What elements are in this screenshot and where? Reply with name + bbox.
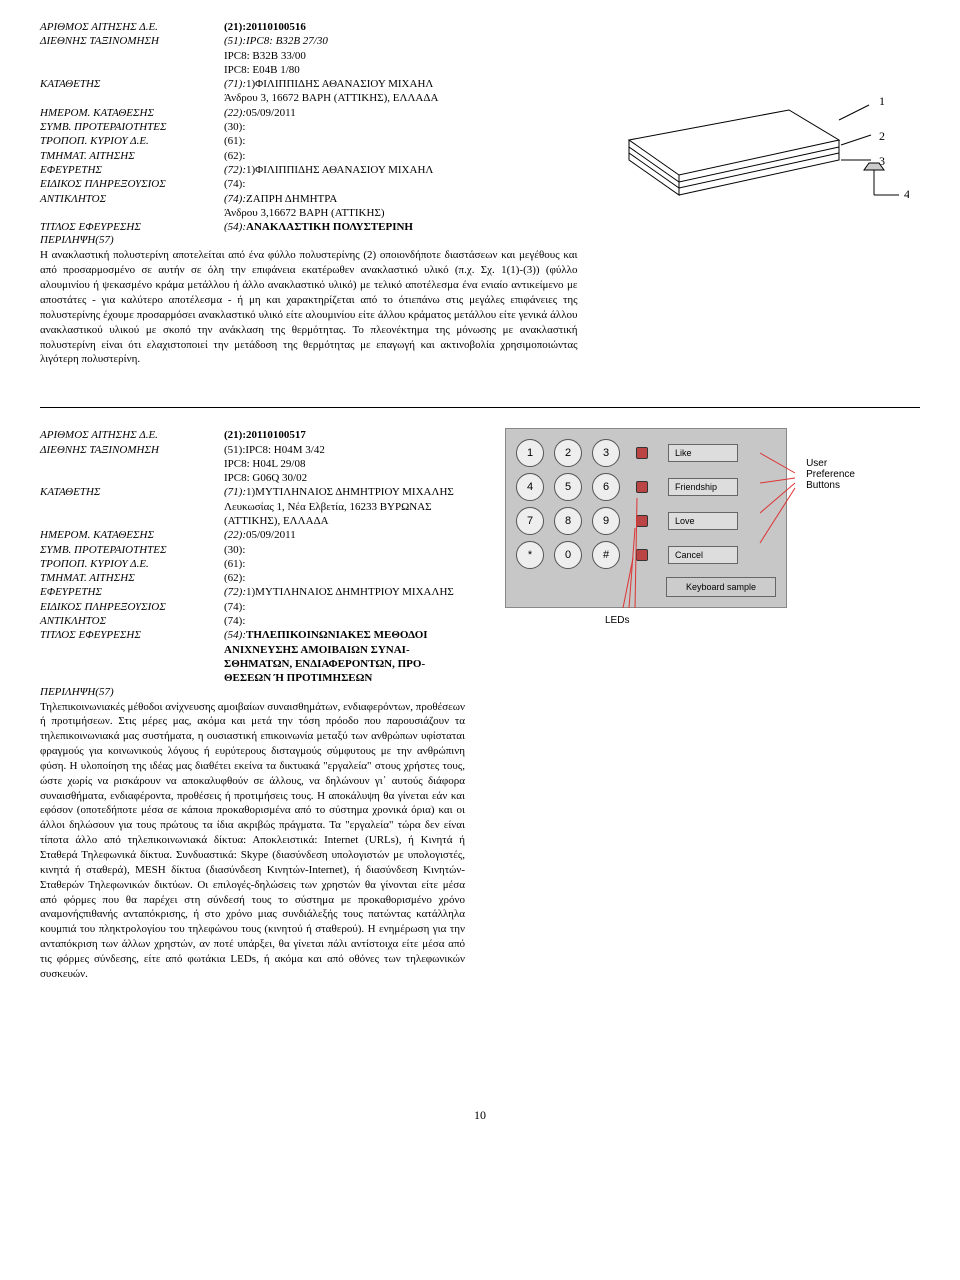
leds-annot: LEDs (605, 615, 629, 626)
val-div: (62): (224, 149, 438, 163)
label-mod: ΤΡΟΠΟΠ. ΚΥΡΙΟΥ Δ.Ε. (40, 134, 224, 148)
val2-applicant: (71):1)ΜΥΤΙΛΗΝΑΙΟΣ ΔΗΜΗΤΡΙΟΥ ΜΙΧΑΛΗΣ (224, 485, 465, 499)
patent-entry-1: ΑΡΙΘΜΟΣ ΑΙΤΗΣΗΣ Δ.Ε.(21):20110100516 ΔΙΕ… (40, 20, 920, 367)
led-4 (636, 549, 648, 561)
upb-l2: Preference (806, 469, 855, 480)
abstract-1: Η ανακλαστική πολυστερίνη αποτελείται απ… (40, 248, 578, 367)
label-date: ΗΜΕΡΟΜ. ΚΑΤΑΘΕΣΗΣ (40, 106, 224, 120)
label-applicant: ΚΑΤΑΘΕΤΗΣ (40, 77, 224, 91)
key-7: 7 (516, 507, 544, 535)
keypad-grid: 1 2 3 Like 4 5 6 Friendship 7 8 9 Love *… (516, 439, 776, 569)
label2-intl: ΔΙΕΘΝΗΣ ΤΑΞΙΝΟΜΗΣΗ (40, 443, 224, 457)
label2-app-num: ΑΡΙΘΜΟΣ ΑΙΤΗΣΗΣ Δ.Ε. (40, 428, 224, 442)
label-div: ΤΜΗΜΑΤ. ΑΙΤΗΣΗΣ (40, 149, 224, 163)
key-8: 8 (554, 507, 582, 535)
key-1: 1 (516, 439, 544, 467)
label2-mod: ΤΡΟΠΟΠ. ΚΥΡΙΟΥ Δ.Ε. (40, 557, 224, 571)
pref-friendship: Friendship (668, 478, 738, 496)
key-star: * (516, 541, 544, 569)
val2-applicant-addr: Λευκωσίας 1, Νέα Ελβετία, 16233 ΒΥΡΩΝΑΣ … (224, 500, 465, 529)
val-attorney: (74): (224, 177, 438, 191)
entry1-fields: ΑΡΙΘΜΟΣ ΑΙΤΗΣΗΣ Δ.Ε.(21):20110100516 ΔΙΕ… (40, 20, 438, 234)
label2-abstract: ΠΕΡΙΛΗΨΗ(57) (40, 686, 465, 698)
val2-app-num: (21):20110100517 (224, 428, 465, 442)
val-priority: (30): (224, 120, 438, 134)
upb-l1: User (806, 458, 827, 469)
entry1-figure: 1 2 3 4 (598, 20, 921, 367)
fig1-label-1: 1 (879, 94, 885, 108)
label2-date: ΗΜΕΡΟΜ. ΚΑΤΑΘΕΣΗΣ (40, 528, 224, 542)
label2-attorney: ΕΙΔΙΚΟΣ ΠΛΗΡΕΞΟΥΣΙΟΣ (40, 600, 224, 614)
val2-priority: (30): (224, 543, 465, 557)
keypad-panel: 1 2 3 Like 4 5 6 Friendship 7 8 9 Love *… (505, 428, 787, 608)
key-0: 0 (554, 541, 582, 569)
led-2 (636, 481, 648, 493)
label-inventor: ΕΦΕΥΡΕΤΗΣ (40, 163, 224, 177)
val-date: (22):05/09/2011 (224, 106, 438, 120)
val2-div: (62): (224, 571, 465, 585)
val2-title: (54):ΤΗΛΕΠΙΚΟΙΝΩΝΙΑΚΕΣ ΜΕΘΟΔΟΙ ΑΝΙΧΝΕΥΣΗ… (224, 628, 465, 685)
label2-priority: ΣΥΜΒ. ΠΡΟΤΕΡΑΙΟΤΗΤΕΣ (40, 543, 224, 557)
val-mod: (61): (224, 134, 438, 148)
abstract-2: Τηλεπικοινωνιακές μέθοδοι ανίχνευσης αμο… (40, 700, 465, 982)
val2-inventor: (72):1)ΜΥΤΙΛΗΝΑΙΟΣ ΔΗΜΗΤΡΙΟΥ ΜΙΧΑΛΗΣ (224, 585, 465, 599)
led-1 (636, 447, 648, 459)
val-app-num: (21):20110100516 (224, 20, 438, 34)
patent-entry-2: ΑΡΙΘΜΟΣ ΑΙΤΗΣΗΣ Δ.Ε.(21):20110100517 ΔΙΕ… (40, 428, 920, 1068)
entry1-text: ΑΡΙΘΜΟΣ ΑΙΤΗΣΗΣ Δ.Ε.(21):20110100516 ΔΙΕ… (40, 20, 578, 367)
pref-love: Love (668, 512, 738, 530)
key-9: 9 (592, 507, 620, 535)
key-6: 6 (592, 473, 620, 501)
val-applicant: (71):1)ΦΙΛΙΠΠΙΔΗΣ ΑΘΑΝΑΣΙΟΥ ΜΙΧΑΗΛ (224, 77, 438, 91)
fig1-label-2: 2 (879, 129, 885, 143)
key-2: 2 (554, 439, 582, 467)
val-applicant-addr: Άνδρου 3, 16672 ΒΑΡΗ (ΑΤΤΙΚΗΣ), ΕΛΛΑΔΑ (224, 91, 438, 105)
val2-agent: (74): (224, 614, 465, 628)
keyboard-sample-label: Keyboard sample (666, 577, 776, 597)
key-4: 4 (516, 473, 544, 501)
label-abstract: ΠΕΡΙΛΗΨΗ(57) (40, 234, 224, 246)
label-app-num: ΑΡΙΘΜΟΣ ΑΙΤΗΣΗΣ Δ.Ε. (40, 20, 224, 34)
val2-attorney: (74): (224, 600, 465, 614)
led-3 (636, 515, 648, 527)
val-intl2: IPC8: B32B 33/00 (224, 49, 438, 63)
key-hash: # (592, 541, 620, 569)
val-inventor: (72):1)ΦΙΛΙΠΠΙΔΗΣ ΑΘΑΝΑΣΙΟΥ ΜΙΧΑΗΛ (224, 163, 438, 177)
key-3: 3 (592, 439, 620, 467)
label2-agent: ΑΝΤΙΚΛΗΤΟΣ (40, 614, 224, 628)
fig1-label-3: 3 (879, 154, 885, 168)
val2-date: (22):05/09/2011 (224, 528, 465, 542)
val-agent-addr: Άνδρου 3,16672 ΒΑΡΗ (ΑΤΤΙΚΗΣ) (224, 206, 438, 220)
fig1-label-4: 4 (904, 187, 909, 201)
entry2-fields: ΑΡΙΘΜΟΣ ΑΙΤΗΣΗΣ Δ.Ε.(21):20110100517 ΔΙΕ… (40, 428, 465, 685)
val-title: (54):ΑΝΑΚΛΑΣΤΙΚΗ ΠΟΛΥΣΤΕΡΙΝΗ (224, 220, 438, 234)
val2-intl1: (51):IPC8: H04M 3/42 (224, 443, 465, 457)
label-agent: ΑΝΤΙΚΛΗΤΟΣ (40, 192, 224, 206)
val-agent: (74):ΖΑΠΡΗ ΔΗΜΗΤΡΑ (224, 192, 438, 206)
upb-annot: User Preference Buttons (806, 458, 855, 491)
keypad-figure: 1 2 3 Like 4 5 6 Friendship 7 8 9 Love *… (495, 428, 825, 608)
val2-mod: (61): (224, 557, 465, 571)
label-priority: ΣΥΜΒ. ΠΡΟΤΕΡΑΙΟΤΗΤΕΣ (40, 120, 224, 134)
pref-cancel: Cancel (668, 546, 738, 564)
val2-intl3: IPC8: G06Q 30/02 (224, 471, 465, 485)
label2-applicant: ΚΑΤΑΘΕΤΗΣ (40, 485, 224, 499)
val-intl3: IPC8: E04B 1/80 (224, 63, 438, 77)
key-5: 5 (554, 473, 582, 501)
pref-like: Like (668, 444, 738, 462)
label-title: ΤΙΤΛΟΣ ΕΦΕΥΡΕΣΗΣ (40, 220, 224, 234)
label-intl-class: ΔΙΕΘΝΗΣ ΤΑΞΙΝΟΜΗΣΗ (40, 34, 224, 48)
upb-l3: Buttons (806, 480, 840, 491)
val-intl1: (51):IPC8: B32B 27/30 (224, 35, 328, 47)
label2-inventor: ΕΦΕΥΡΕΤΗΣ (40, 585, 224, 599)
label-attorney: ΕΙΔΙΚΟΣ ΠΛΗΡΕΞΟΥΣΙΟΣ (40, 177, 224, 191)
polystyrene-board-figure: 1 2 3 4 (609, 20, 909, 220)
page-number: 10 (40, 1108, 920, 1123)
val2-intl2: IPC8: H04L 29/08 (224, 457, 465, 471)
label2-div: ΤΜΗΜΑΤ. ΑΙΤΗΣΗΣ (40, 571, 224, 585)
label2-title: ΤΙΤΛΟΣ ΕΦΕΥΡΕΣΗΣ (40, 628, 224, 685)
